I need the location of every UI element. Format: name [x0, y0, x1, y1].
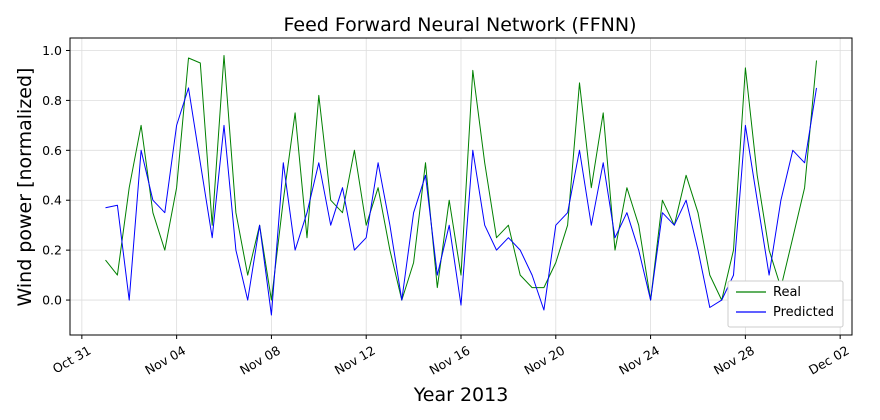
x-tick-label: Nov 24 [616, 343, 662, 378]
x-tick-label: Oct 31 [50, 343, 93, 377]
x-tick-label: Nov 08 [237, 343, 283, 378]
y-tick-label: 0.0 [42, 293, 62, 308]
x-tick-label: Nov 28 [711, 343, 757, 378]
legend-label-predicted: Predicted [773, 305, 834, 320]
legend: Real Predicted [727, 280, 844, 328]
series-line-real [105, 55, 817, 301]
x-axis: Oct 31 Nov 04 Nov 08 Nov 12 Nov 16 Nov 20 Nov … [50, 335, 852, 378]
x-axis-label: Year 2013 [413, 384, 509, 406]
y-tick-label: 0.2 [42, 243, 62, 258]
y-axis: 0.0 0.2 0.4 0.6 0.8 1.0 [42, 43, 70, 308]
y-axis-label: Wind power [normalized] [14, 68, 36, 307]
x-tick-label: Nov 04 [142, 343, 188, 378]
chart-title: Feed Forward Neural Network (FFNN) [283, 14, 636, 36]
series-layer [105, 55, 817, 316]
series-line-predicted [105, 87, 817, 316]
y-tick-label: 0.4 [42, 193, 62, 208]
x-tick-label: Nov 20 [521, 343, 567, 378]
y-tick-label: 0.6 [42, 143, 62, 158]
legend-label-real: Real [773, 285, 801, 300]
x-tick-label: Nov 16 [427, 343, 473, 378]
x-tick-label: Nov 12 [332, 343, 378, 378]
y-tick-label: 1.0 [42, 43, 62, 58]
x-tick-label: Dec 02 [806, 343, 852, 378]
y-tick-label: 0.8 [42, 93, 62, 108]
